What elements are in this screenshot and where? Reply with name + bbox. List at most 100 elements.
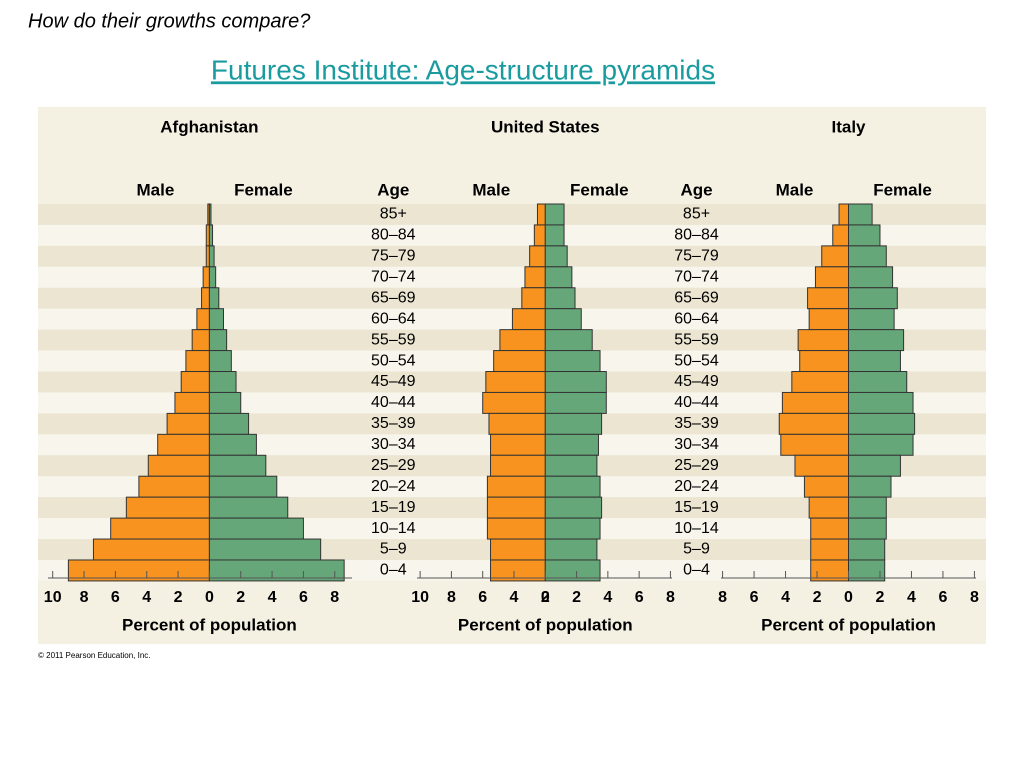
bar xyxy=(533,224,546,247)
age-label: 50–54 xyxy=(674,352,719,369)
age-label: 55–59 xyxy=(674,331,719,348)
age-label: 25–29 xyxy=(674,457,719,474)
age-label: 40–44 xyxy=(674,394,719,411)
legend-label: Male xyxy=(137,180,175,199)
age-label: 0–4 xyxy=(380,562,407,579)
stripes xyxy=(38,204,986,581)
age-label: 45–49 xyxy=(371,373,416,390)
x-tick-label: 0 xyxy=(844,589,853,606)
bar xyxy=(848,412,916,435)
bar xyxy=(778,412,849,435)
bar xyxy=(848,224,881,247)
copyright: © 2011 Pearson Education, Inc. xyxy=(38,651,150,660)
bar xyxy=(544,266,573,289)
age-label: 5–9 xyxy=(380,541,407,558)
bar xyxy=(803,475,849,498)
age-label: 55–59 xyxy=(371,331,416,348)
bar xyxy=(791,371,849,393)
bar xyxy=(780,433,850,456)
age-label: 80–84 xyxy=(371,227,416,244)
bar xyxy=(201,287,210,310)
legend-label: Male xyxy=(776,180,814,199)
bar xyxy=(536,203,546,226)
bar xyxy=(138,475,210,498)
x-tick-label: 8 xyxy=(330,589,339,606)
bar xyxy=(794,454,850,477)
age-label: 45–49 xyxy=(674,373,719,390)
bar xyxy=(544,350,601,373)
x-tick-label: 6 xyxy=(938,589,947,606)
x-tick-label: 4 xyxy=(907,589,916,606)
x-tick-label: 8 xyxy=(666,589,675,606)
bar xyxy=(208,287,220,310)
bar xyxy=(208,475,278,498)
x-tick-label: 4 xyxy=(781,589,790,606)
x-axis-label: Percent of population xyxy=(122,615,297,634)
row-stripe xyxy=(38,245,986,267)
bar xyxy=(208,496,289,519)
bar xyxy=(848,475,892,498)
x-tick-label: 4 xyxy=(268,589,277,606)
x-tick-label: 6 xyxy=(750,589,759,606)
x-tick-label: 8 xyxy=(447,589,456,606)
bar xyxy=(848,538,886,561)
bar xyxy=(208,517,304,540)
age-label: 60–64 xyxy=(674,310,719,327)
bar xyxy=(544,287,576,310)
age-label: 65–69 xyxy=(371,289,416,306)
legend-label: Male xyxy=(472,180,510,199)
bar xyxy=(208,559,345,582)
bar xyxy=(208,371,237,393)
bar xyxy=(544,329,593,352)
x-tick-label: 0 xyxy=(541,589,550,606)
age-label: 30–34 xyxy=(371,436,416,453)
bar xyxy=(544,308,582,331)
x-tick-label: 0 xyxy=(205,589,214,606)
legend-label: Female xyxy=(570,180,629,199)
bar xyxy=(814,266,850,289)
x-axis-label: Percent of population xyxy=(761,615,936,634)
bar xyxy=(808,308,849,331)
bar xyxy=(488,412,546,435)
row-stripe xyxy=(38,287,986,309)
bar xyxy=(781,391,850,414)
x-tick-label: 2 xyxy=(876,589,885,606)
bar xyxy=(544,496,603,519)
bar xyxy=(797,329,850,352)
x-tick-label: 6 xyxy=(478,589,487,606)
age-label: 30–34 xyxy=(674,436,719,453)
x-tick-label: 2 xyxy=(236,589,245,606)
bar xyxy=(838,203,849,226)
x-tick-label: 10 xyxy=(411,589,429,606)
bar xyxy=(848,517,887,540)
bar xyxy=(848,266,894,289)
x-tick-label: 8 xyxy=(970,589,979,606)
age-header: Age xyxy=(377,180,409,199)
bar xyxy=(208,329,228,352)
bar xyxy=(529,245,546,268)
bar xyxy=(810,517,850,540)
x-tick-label: 6 xyxy=(299,589,308,606)
bar xyxy=(848,559,886,582)
country-title: Italy xyxy=(831,117,866,136)
bar xyxy=(821,245,849,268)
bar xyxy=(208,433,257,456)
bar xyxy=(848,308,895,331)
bar xyxy=(180,371,210,393)
age-label: 65–69 xyxy=(674,289,719,306)
bar xyxy=(799,350,849,373)
bar xyxy=(208,266,217,289)
bar xyxy=(208,203,212,226)
bar xyxy=(185,350,210,373)
bar xyxy=(174,391,210,414)
bar xyxy=(521,287,546,310)
bar xyxy=(848,433,914,456)
row-stripe xyxy=(38,266,986,288)
bar xyxy=(482,391,546,414)
bar xyxy=(544,559,601,582)
age-label: 35–39 xyxy=(371,415,416,432)
country-title: United States xyxy=(491,117,600,136)
bar xyxy=(490,538,546,561)
age-label: 85+ xyxy=(380,206,407,223)
